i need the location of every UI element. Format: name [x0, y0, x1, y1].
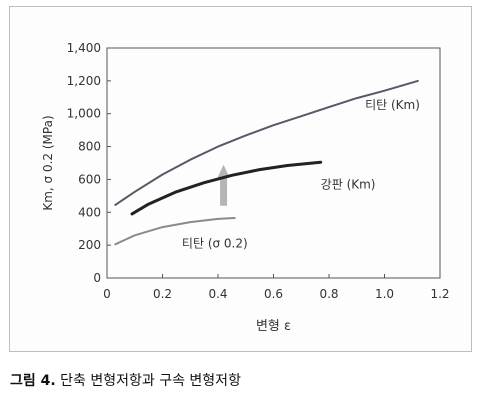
x-tick-label: 1.2 — [430, 287, 449, 301]
x-axis-label: 변형 ε — [256, 319, 291, 334]
series-line-1 — [114, 79, 419, 206]
figure-caption: 그림 4. 단축 변형저항과 구속 변형저항 — [10, 370, 241, 390]
x-tick-label: 0.4 — [208, 287, 227, 301]
up-arrow-annotation — [217, 164, 230, 206]
series-line-2 — [130, 160, 323, 216]
x-tick-label: 0.2 — [153, 287, 172, 301]
plot-area — [106, 47, 441, 279]
x-tick-label: 1.0 — [375, 287, 394, 301]
y-tick-label: 600 — [78, 172, 101, 186]
y-tick-label: 400 — [78, 205, 101, 219]
y-tick-label: 800 — [78, 140, 101, 154]
y-axis-label: Km, σ 0.2 (MPa) — [41, 115, 55, 210]
series-line-3 — [114, 217, 236, 246]
x-tick-label: 0 — [103, 287, 111, 301]
figure-label: 그림 4. — [10, 373, 56, 389]
chart-frame — [9, 6, 472, 352]
caption-text: 단축 변형저항과 구속 변형저항 — [55, 373, 241, 389]
x-tick-label: 0.6 — [264, 287, 283, 301]
series-label-2: 강판 (Km) — [321, 177, 376, 191]
x-tick-label: 0.8 — [319, 287, 338, 301]
chart: 0 200 400 600 800 1,000 1,200 1,400 0 0.2 0.4 0.6 0.… — [41, 41, 450, 334]
y-tick-label: 200 — [78, 238, 101, 252]
y-tick-label: 1,400 — [67, 41, 101, 55]
y-tick-label: 0 — [93, 271, 101, 285]
series-label-1: 티탄 (Km) — [365, 98, 420, 112]
series-label-3: 티탄 (σ 0.2) — [182, 237, 248, 251]
y-tick-label: 1,000 — [67, 107, 101, 121]
y-tick-label: 1,200 — [67, 74, 101, 88]
